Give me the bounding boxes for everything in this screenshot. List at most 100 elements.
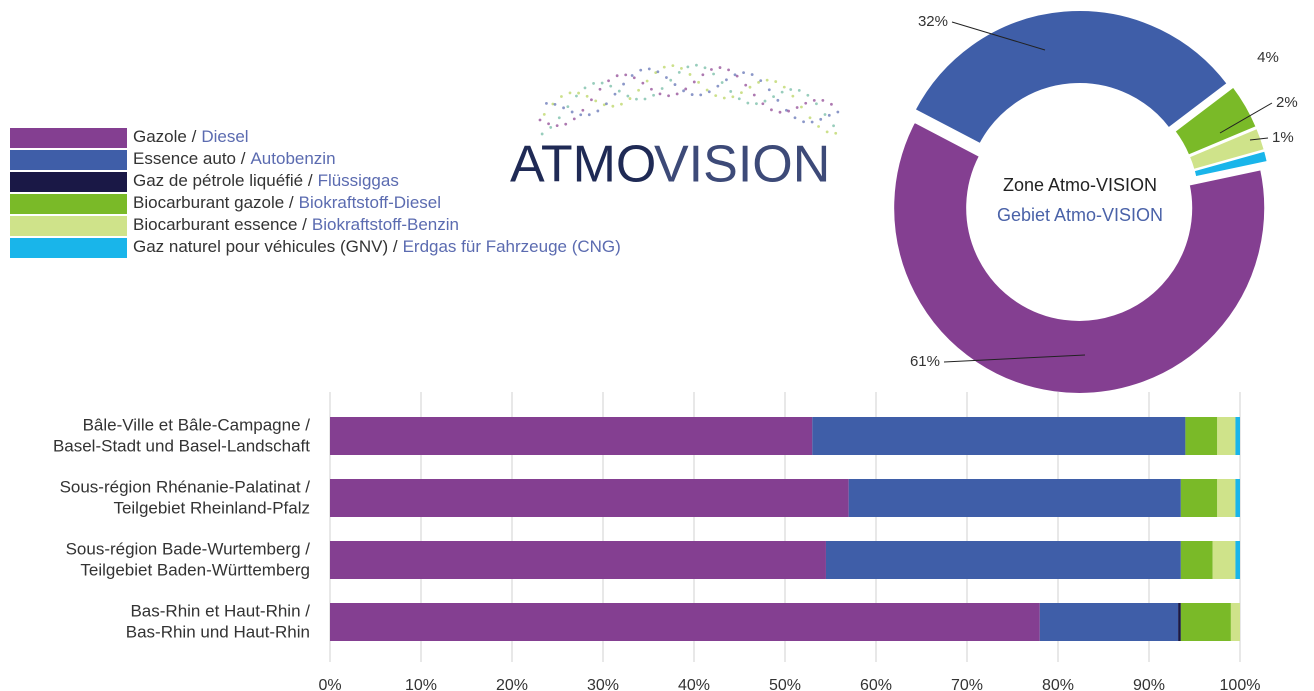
logo-dot (774, 80, 778, 83)
logo-dot (832, 124, 835, 128)
logo-dot (662, 65, 666, 69)
logo-dot (594, 99, 598, 103)
logo-dot (836, 110, 840, 114)
logo-dot (699, 93, 703, 97)
logo-dot (791, 94, 795, 98)
logo-dot (628, 97, 632, 100)
y-tick-label: Bas-Rhin und Haut-Rhin (126, 622, 310, 641)
bar-segment (1217, 479, 1236, 517)
legend-swatch (10, 150, 127, 170)
logo-dot (729, 90, 733, 93)
logo-dot (746, 101, 750, 105)
y-tick-label: Bâle-Ville et Bâle-Campagne / (83, 415, 311, 434)
logo-dot (695, 63, 698, 67)
donut-segment (913, 9, 1230, 146)
logo-dot (763, 99, 767, 103)
logo-dot (823, 113, 827, 116)
logo-dot (806, 93, 810, 97)
x-tick-label: 50% (769, 677, 801, 691)
logo-dot (701, 73, 705, 77)
logo-part: ATMO (510, 136, 656, 194)
logo-dot (572, 117, 576, 121)
logo-dot (654, 71, 658, 75)
logo-dot (555, 124, 559, 128)
data-label: 61% (910, 353, 940, 370)
logo-dot (785, 108, 788, 112)
logo-dot (752, 93, 756, 97)
x-tick-label: 90% (1133, 677, 1165, 691)
legend-swatch (10, 128, 127, 148)
logo-dot (787, 109, 790, 113)
logo-dot (731, 95, 735, 99)
logo-dot (570, 110, 574, 114)
logo-dot (725, 78, 728, 82)
logo-dot (733, 73, 737, 77)
leader-line (943, 354, 1086, 363)
logo-dot (793, 116, 797, 120)
logo-dot (800, 105, 803, 109)
leader-line (1219, 102, 1273, 134)
legend-label: Biocarburant essence / Biokraftstoff-Benz… (133, 215, 459, 234)
legend-name: Biocarburant essence / (133, 215, 307, 234)
y-tick-label: Teilgebiet Baden-Württemberg (80, 560, 310, 579)
logo-dot (639, 68, 643, 72)
logo-dot (549, 126, 553, 129)
data-label: 4% (1257, 49, 1279, 66)
logo-dot (802, 120, 805, 124)
bar-segment (1230, 603, 1240, 641)
logo-dot (673, 83, 677, 86)
bar-segment (1235, 417, 1240, 455)
logo-dot (590, 98, 593, 102)
logo-dot (776, 98, 780, 102)
logo-dot (705, 88, 709, 92)
legend-name: Gazole / (133, 127, 197, 146)
x-tick-label: 70% (951, 677, 983, 691)
logo-dot (772, 95, 775, 98)
leader-line (951, 21, 1046, 51)
legend-swatch (10, 216, 127, 236)
logo-dot (825, 130, 829, 134)
logo-dot (680, 66, 683, 70)
logo-dot (703, 66, 707, 70)
y-tick-label: Sous-région Bade-Wurtemberg / (66, 539, 311, 558)
logo-dot (579, 113, 583, 117)
logo-dot (660, 87, 664, 90)
legend-swatch (10, 238, 127, 258)
logo-dot (690, 93, 694, 96)
center-subtitle: Gebiet Atmo-VISION (997, 205, 1163, 225)
bar-segment (1180, 603, 1231, 641)
logo-dot (605, 102, 608, 106)
bar-segment (812, 417, 1186, 455)
bar-segment (1217, 417, 1236, 455)
logo-dot (682, 89, 685, 93)
logo-dot (581, 108, 585, 112)
logo-dot (815, 102, 818, 106)
x-tick-label: 20% (496, 677, 528, 691)
logo-dot (716, 84, 720, 88)
logo-dot (647, 67, 651, 71)
legend-label: Gazole / Diesel (133, 127, 249, 146)
logo-dot (748, 85, 752, 89)
bar-segment (330, 417, 813, 455)
logo-dot (665, 76, 668, 79)
logo-dot (609, 84, 613, 88)
logo-dot (669, 78, 673, 82)
bar-segment (330, 541, 826, 579)
bar-segment (1185, 417, 1218, 455)
logo-dot (714, 94, 718, 98)
logo-dot (557, 116, 561, 120)
logo-dot (542, 112, 546, 116)
legend-name-de: Diesel (201, 127, 248, 146)
legend-name-de: Biokraftstoff-Diesel (299, 193, 441, 212)
legend-name: Gaz de pétrole liquéfié / (133, 171, 313, 190)
logo-dot (645, 79, 649, 83)
bar-segment (825, 541, 1181, 579)
data-label: 32% (918, 13, 948, 30)
logo-dot (671, 64, 675, 68)
logo-dot (735, 74, 739, 78)
logo-dot (650, 87, 653, 91)
logo-dot (817, 125, 820, 128)
logo-dot (566, 105, 570, 109)
logo-dot (607, 79, 610, 83)
